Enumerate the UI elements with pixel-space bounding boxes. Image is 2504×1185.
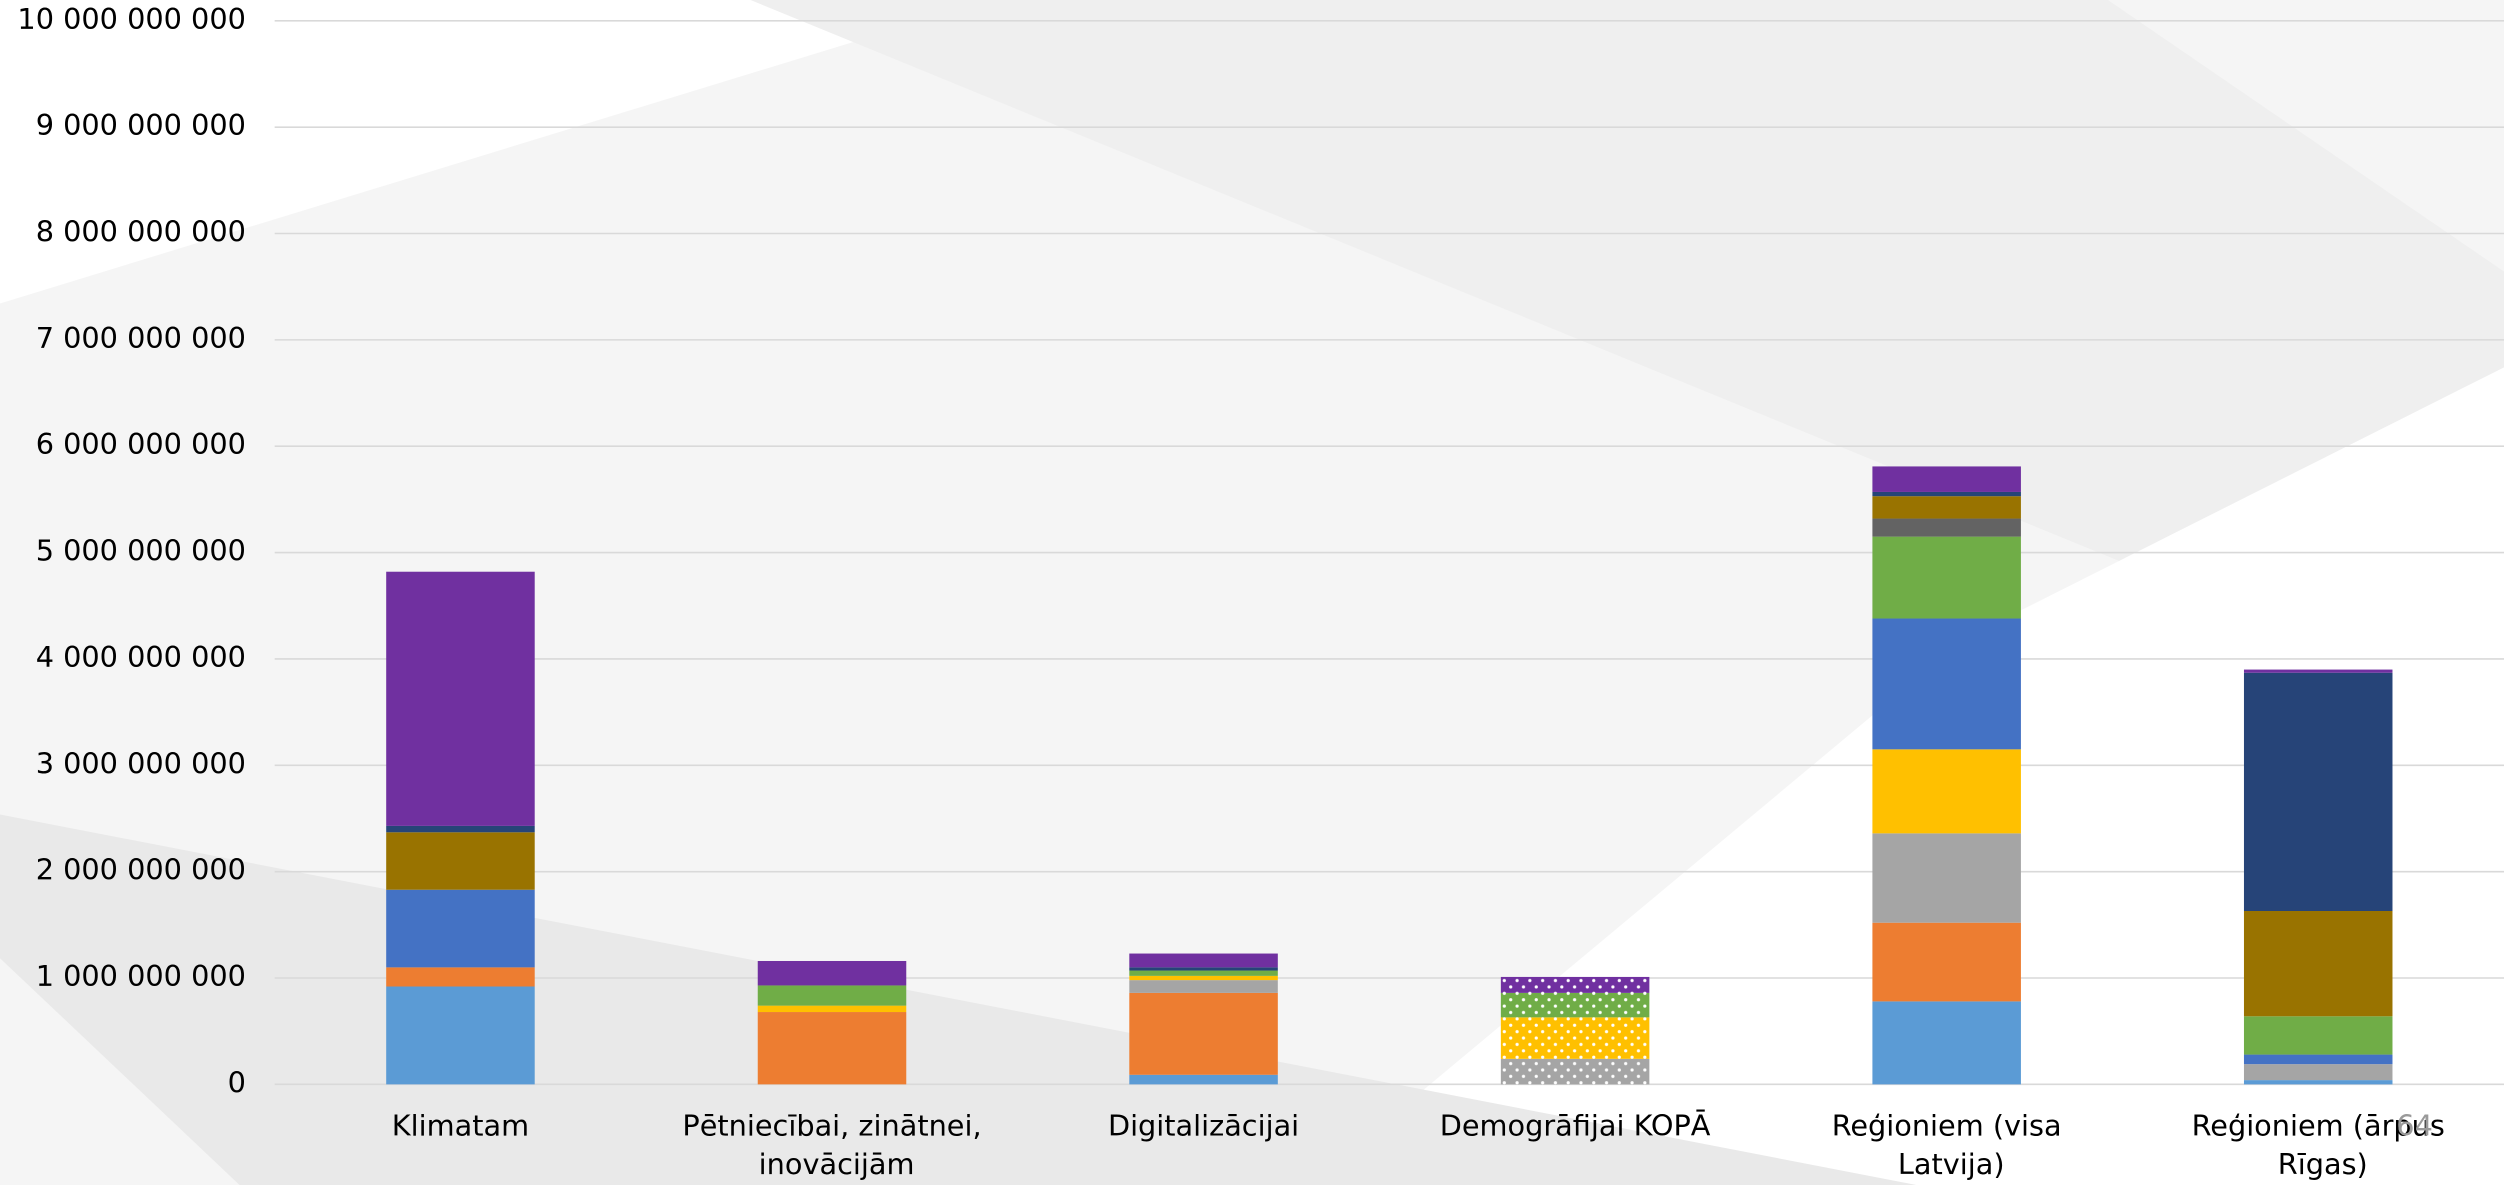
bar-segment xyxy=(1500,992,1650,1018)
x-tick-label: Reģioniem (ārpus Rīgas) xyxy=(2192,1108,2445,1180)
x-tick-label: Digitalizācijai xyxy=(1108,1108,1299,1142)
bar-segment xyxy=(1500,1058,1650,1085)
x-tick-label: Reģioniem (visa Latvija) xyxy=(1832,1108,2062,1180)
bar-segment xyxy=(386,967,535,987)
bar-segment xyxy=(1500,976,1650,993)
bar-segment xyxy=(1129,992,1278,1075)
bar-segment xyxy=(1872,536,2021,619)
bar-segment xyxy=(2243,1080,2393,1085)
bar-segment xyxy=(1872,466,2021,492)
bar-segment xyxy=(1129,980,1278,993)
bar-segment xyxy=(1129,975,1278,981)
bar-segment xyxy=(1129,970,1278,976)
bar-segment xyxy=(386,825,535,833)
bar-segment xyxy=(386,832,535,890)
bar-segment xyxy=(386,889,535,968)
bar-segment xyxy=(1872,491,2021,497)
y-tick-label: 3 000 000 000 xyxy=(36,746,246,780)
bar-segment xyxy=(1872,518,2021,537)
bar-segment xyxy=(757,1005,907,1013)
bar-segment xyxy=(1872,749,2021,834)
y-tick-label: 8 000 000 000 xyxy=(36,215,246,249)
bar-segment xyxy=(2243,669,2393,673)
bar-segment xyxy=(2243,672,2393,911)
bar-segment xyxy=(2243,1054,2393,1065)
y-tick-label: 6 000 000 000 xyxy=(36,427,246,461)
x-tick-label: Pētniecībai, zinātnei, inovācijām xyxy=(682,1108,981,1180)
page-number: 64 xyxy=(2396,1108,2433,1142)
plot-area: 0 1 000 000 000 2 000 000 000 3 000 000 000… xyxy=(17,2,2504,1181)
x-tick-label: Demogrāfijai KOPĀ xyxy=(1440,1108,1711,1142)
y-tick-label: 7 000 000 000 xyxy=(36,321,246,355)
bar-segment xyxy=(757,1012,907,1085)
bar-segment xyxy=(1129,967,1278,971)
bar-segment xyxy=(386,571,535,826)
y-tick-label: 0 xyxy=(228,1065,246,1099)
bar-segment xyxy=(2243,1064,2393,1081)
bar-segment xyxy=(386,986,535,1085)
bar-segment xyxy=(1872,496,2021,519)
y-tick-label: 2 000 000 000 xyxy=(36,853,246,887)
bar-segment xyxy=(1129,953,1278,968)
y-tick-label: 5 000 000 000 xyxy=(36,534,246,568)
bar-segment xyxy=(1872,833,2021,923)
bar-segment xyxy=(1872,618,2021,750)
bar-segment xyxy=(1500,1017,1650,1059)
y-tick-label: 9 000 000 000 xyxy=(36,108,246,142)
y-tick-label: 10 000 000 000 xyxy=(17,2,246,36)
bar-segment xyxy=(1129,1074,1278,1085)
bar-segment xyxy=(757,985,907,1006)
bar-segment xyxy=(2243,910,2393,1017)
bar-segment xyxy=(1872,922,2021,1002)
y-tick-label: 4 000 000 000 xyxy=(36,640,246,674)
bar-segment xyxy=(1872,1001,2021,1085)
y-tick-label: 1 000 000 000 xyxy=(36,959,246,993)
bar-segment xyxy=(757,960,907,986)
bar-segment xyxy=(2243,1016,2393,1055)
x-tick-label: Klimatam xyxy=(392,1108,529,1142)
